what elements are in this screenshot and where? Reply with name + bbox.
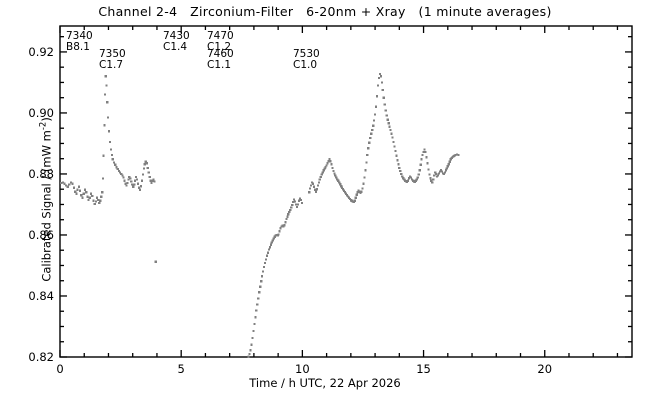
y-axis-label: Calibrated Signal / (mW m-2) — [39, 49, 54, 349]
x-tick-label: 0 — [56, 362, 64, 376]
flare-region-number: 7340 — [66, 30, 93, 42]
flare-class-label: C1.0 — [293, 59, 318, 71]
y-tick-label: 0.82 — [28, 350, 54, 364]
y-axis-exponent: -2 — [38, 121, 49, 131]
flare-annotation: 7470 C1.2 — [207, 31, 234, 53]
flare-annotation: 7530 C1.0 — [293, 49, 320, 71]
flare-region-number: 7350 — [99, 48, 126, 60]
flare-region-number: 7430 — [163, 30, 190, 42]
flare-annotation: 7350 C1.7 — [99, 49, 126, 71]
y-tick-label: 0.90 — [28, 105, 54, 120]
flare-region-number: 7530 — [293, 48, 320, 60]
flare-class-label: C1.7 — [99, 59, 124, 71]
x-tick-label: 15 — [416, 362, 431, 376]
y-tick-label: 0.92 — [28, 44, 54, 59]
axis-ticks — [59, 26, 632, 358]
page-title: Channel 2-4 Zirconium-Filter 6-20nm + Xr… — [98, 4, 552, 19]
data-series-points — [60, 72, 460, 358]
flare-annotation: 7340 B8.1 — [66, 31, 93, 53]
y-tick-label: 0.86 — [28, 227, 54, 242]
flare-region-number: 7460 — [207, 48, 234, 60]
flare-annotation: 7460 C1.1 — [207, 49, 234, 71]
flare-annotation: 7430 C1.4 — [163, 31, 190, 53]
x-axis-label: Time / h UTC, 22 Apr 2026 — [249, 376, 401, 390]
y-axis-label-text: Calibrated Signal / (mW m — [39, 130, 54, 282]
plot-frame — [59, 25, 633, 358]
x-tick-label: 5 — [177, 362, 185, 376]
flare-class-label: C1.2 — [207, 41, 232, 53]
y-tick-label: 0.88 — [28, 166, 54, 181]
series-0 — [60, 72, 460, 358]
y-tick-label: 0.84 — [28, 288, 54, 303]
flare-class-label: C1.1 — [207, 59, 232, 71]
x-tick-label: 10 — [295, 362, 310, 376]
flare-region-number: 7470 — [207, 30, 234, 42]
flare-class-label: B8.1 — [66, 41, 90, 53]
flare-class-label: C1.4 — [163, 41, 188, 53]
x-tick-label: 20 — [537, 362, 553, 376]
